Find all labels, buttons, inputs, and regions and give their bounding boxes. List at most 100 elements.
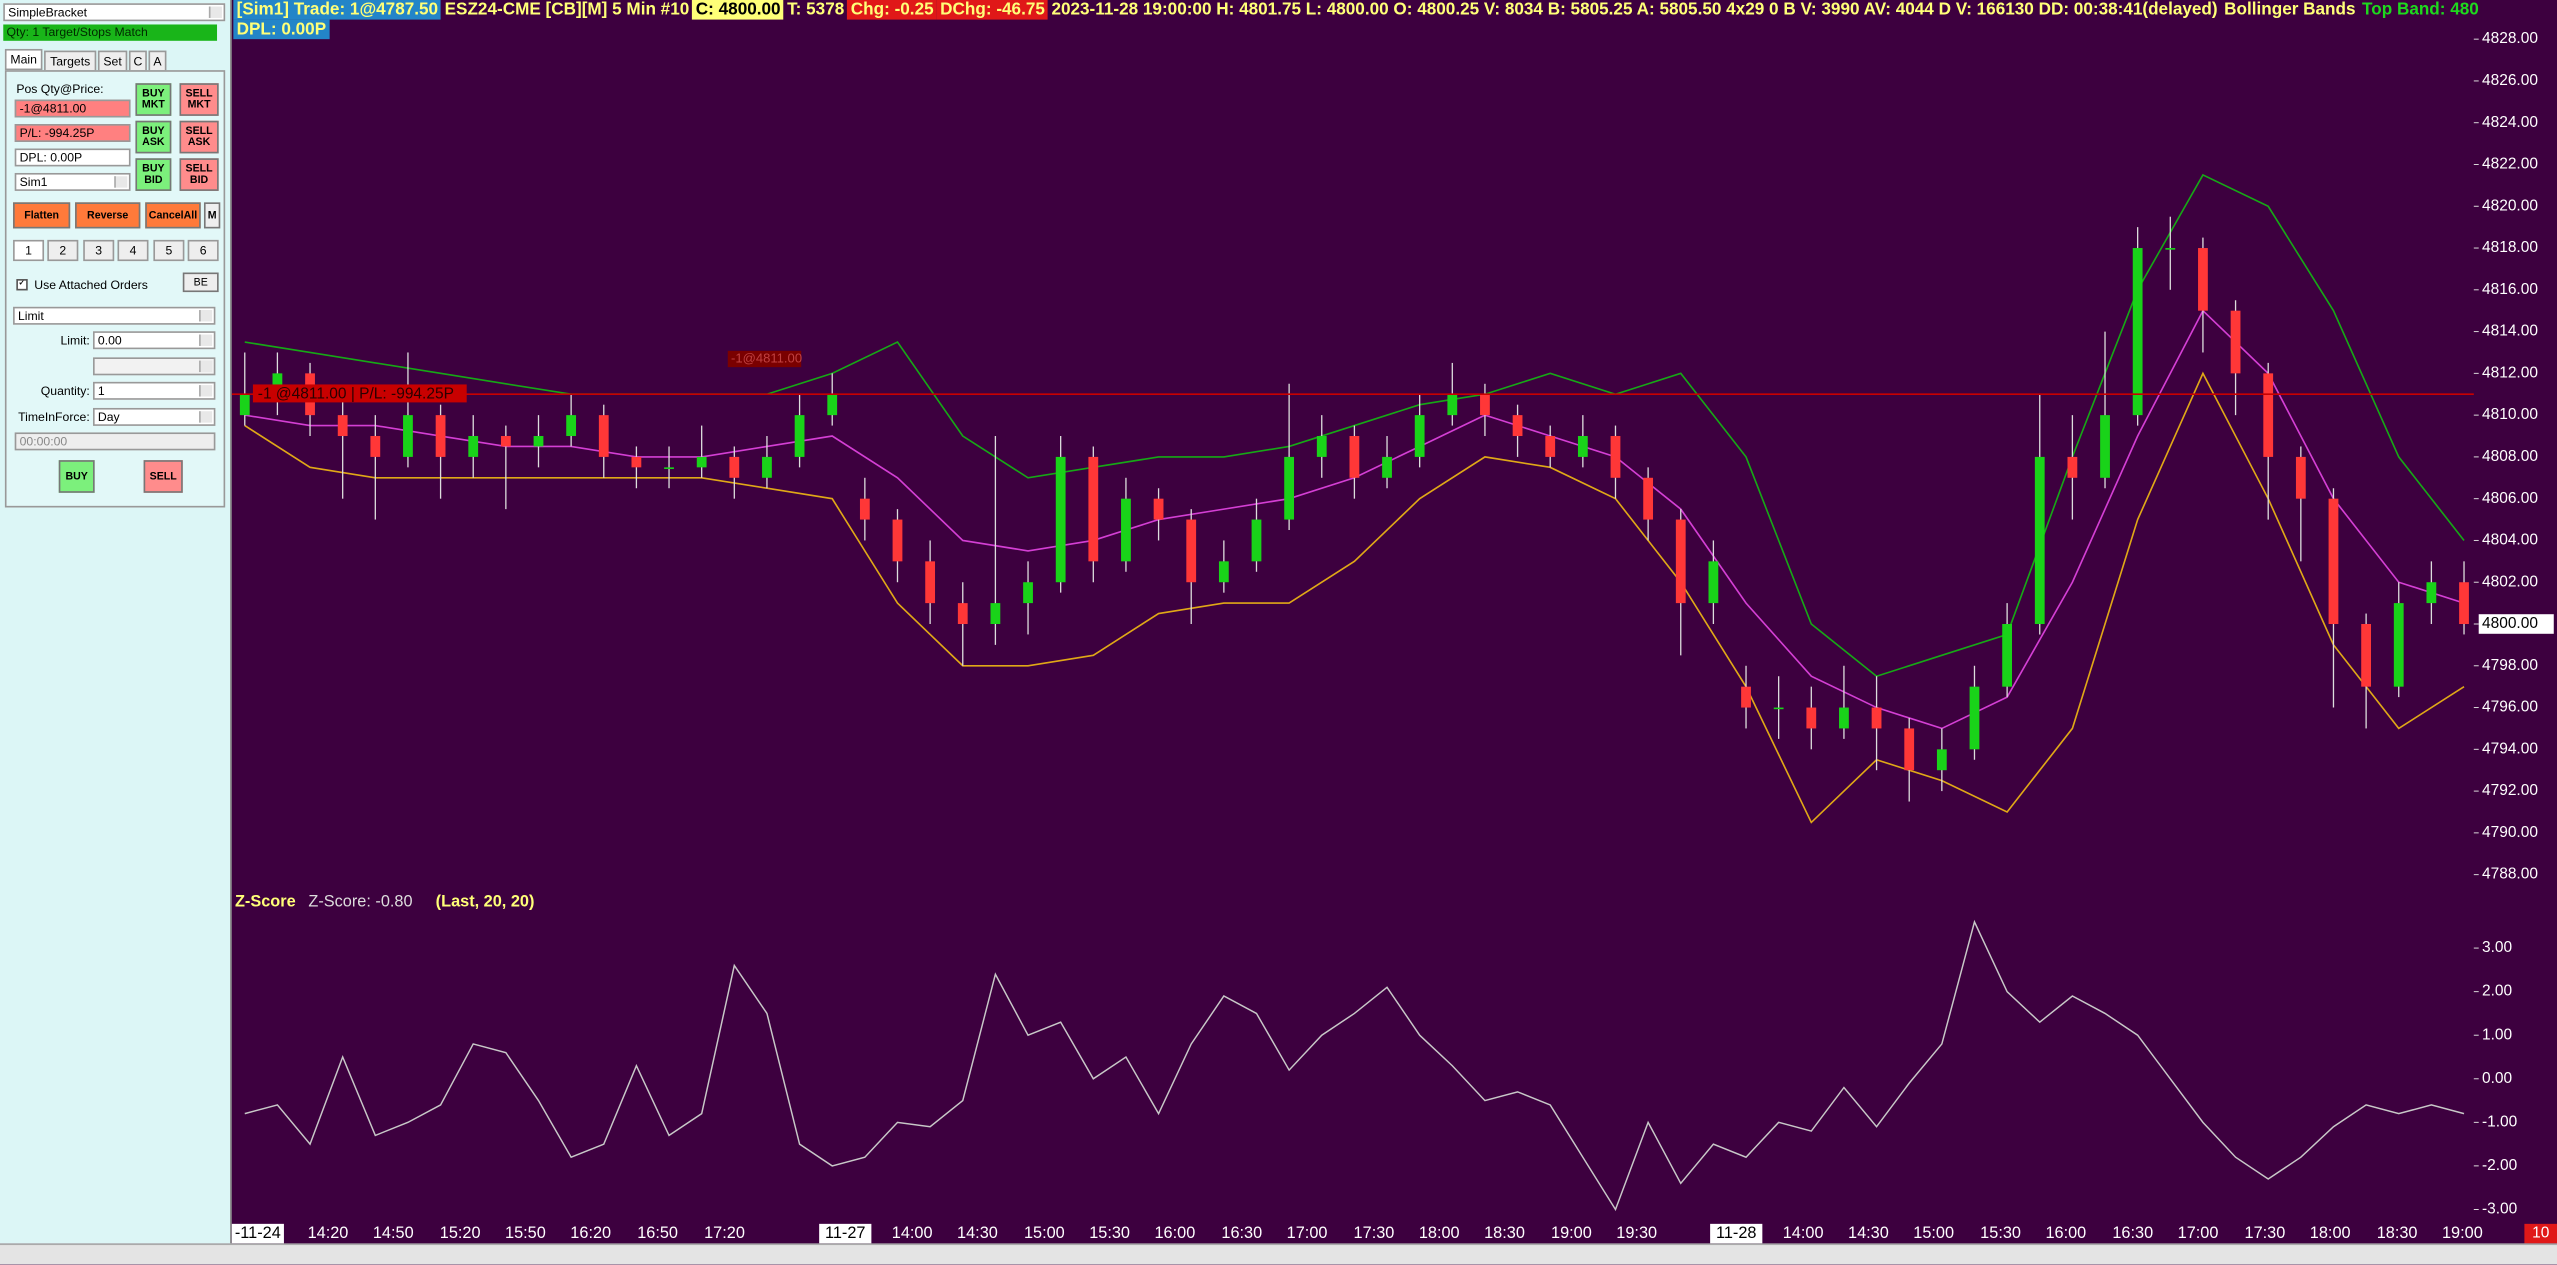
symbol: ESZ24-CME [CB][M] 5 Min #10 [444, 0, 690, 20]
time-label: 19:30 [1616, 1224, 1657, 1242]
time-label: 14:30 [1848, 1224, 1889, 1242]
m-button[interactable]: M [203, 202, 221, 229]
number-tab[interactable]: 1 [13, 239, 45, 262]
candle-body [239, 394, 250, 416]
time-label: 17:00 [1287, 1224, 1328, 1242]
candle-body [598, 415, 609, 457]
y-tick-label: 4828.00 [2482, 30, 2538, 47]
date-marker [819, 1223, 872, 1244]
bollinger-band [244, 371, 2465, 824]
y-tick-label: -3.00 [2482, 1201, 2518, 1218]
be-button[interactable]: BE [182, 272, 219, 293]
sell-button[interactable]: SELL [143, 460, 183, 493]
candle-body [1904, 728, 1915, 771]
buy-ask-button[interactable]: BUY ASK [135, 120, 172, 154]
candle-body [2361, 624, 2372, 687]
number-tab[interactable]: 4 [117, 239, 149, 262]
date-marker [1710, 1223, 1763, 1244]
time-label: 19:00 [2442, 1224, 2483, 1242]
candle-body [696, 456, 707, 468]
candle-body [2002, 624, 2013, 687]
quantity-field[interactable]: 1 [93, 381, 216, 400]
order-label-bg [252, 384, 467, 403]
tab[interactable]: Set [97, 50, 128, 72]
candle-body [2198, 248, 2208, 311]
order-tag-bg [727, 350, 802, 368]
sell-ask-button[interactable]: SELL ASK [179, 120, 219, 154]
tab[interactable]: Targets [44, 50, 97, 72]
flatten-button[interactable]: Flatten [13, 202, 71, 229]
candle-body [2295, 456, 2306, 499]
cancel-all-button[interactable]: CancelAll [145, 202, 201, 229]
last-price: 4800.00 [2482, 615, 2538, 632]
candle-body [631, 456, 642, 468]
candle-body [1186, 519, 1197, 583]
buy-bid-button[interactable]: BUY BID [135, 158, 172, 191]
sell-bid-button[interactable]: SELL BID [179, 158, 219, 191]
strategy-select[interactable]: SimpleBracket [3, 3, 226, 22]
candle-body [1121, 498, 1131, 562]
candle-body [1741, 686, 1751, 708]
time-label: 14:00 [892, 1224, 933, 1242]
y-tick-label: -2.00 [2482, 1157, 2518, 1174]
time-label: 14:00 [1783, 1224, 1824, 1242]
candle-body [1545, 436, 1556, 457]
order-panel: SimpleBracket Qty: 1 Target/Stops Match … [0, 0, 232, 1244]
background [231, 0, 2557, 1244]
time-label: 15:30 [1980, 1224, 2021, 1242]
daily-change: DChg: -46.75 [936, 0, 1049, 20]
number-tab[interactable]: 6 [187, 239, 219, 262]
candle-body [2100, 415, 2110, 478]
candle-body [2263, 373, 2274, 457]
study-title: Z-Score [235, 893, 296, 911]
buy-mkt-button[interactable]: BUY MKT [135, 83, 172, 116]
y-tick-label: 4790.00 [2482, 824, 2538, 841]
sell-mkt-button[interactable]: SELL MKT [179, 83, 219, 116]
study-name: Bollinger Bands [2224, 0, 2356, 20]
candle-body [1675, 519, 1686, 604]
time-label: 14:30 [957, 1224, 998, 1242]
candle-body [1349, 436, 1360, 478]
number-tab[interactable]: 2 [47, 239, 79, 262]
tab[interactable]: C [128, 50, 147, 72]
buy-button[interactable]: BUY [58, 460, 95, 493]
time-label: 15:20 [440, 1224, 481, 1242]
candle-body [1708, 561, 1719, 604]
time-label: 16:50 [637, 1224, 678, 1242]
candle-body [1055, 456, 1066, 583]
limit-field[interactable]: 0.00 [93, 331, 216, 350]
y-tick-label: 4820.00 [2482, 197, 2538, 214]
candle-body [566, 415, 577, 437]
number-tab[interactable]: 3 [83, 239, 115, 262]
y-tick-label: 4824.00 [2482, 114, 2538, 131]
y-tick-label: 4788.00 [2482, 866, 2538, 883]
label: Use Attached Orders [34, 277, 148, 293]
candle-body [1773, 707, 1784, 710]
candle-body [2230, 310, 2241, 374]
badge: 10 [2532, 1225, 2550, 1242]
scrollbar[interactable] [0, 1243, 2557, 1265]
time-label: 14:50 [373, 1224, 414, 1242]
candle-body [925, 561, 936, 604]
y-tick-label: 3.00 [2482, 939, 2513, 956]
candle-body [337, 415, 348, 437]
chart-header: [Sim1] Trade: 1@4787.50 ESZ24-CME [CB][M]… [233, 0, 2557, 40]
y-tick-label: 4796.00 [2482, 699, 2538, 716]
time-label: 11-28 [1716, 1224, 1756, 1242]
candle-body [2165, 248, 2176, 250]
checkbox[interactable]: ✓ [16, 279, 28, 291]
candle-body [1480, 394, 1490, 416]
account-select[interactable]: Sim1 [14, 172, 131, 191]
order-type-select[interactable]: Limit [13, 306, 216, 325]
tif-select[interactable]: Day [93, 407, 216, 426]
y-tick-label: -1.00 [2482, 1113, 2518, 1130]
tab[interactable]: Main [4, 48, 43, 71]
number-tab[interactable]: 5 [153, 239, 185, 262]
tab[interactable]: A [148, 50, 167, 72]
time-label: 17:00 [2178, 1224, 2219, 1242]
study-params: (Last, 20, 20) [436, 893, 535, 911]
pl-field: P/L: -994.25P [14, 124, 131, 142]
candle-body [664, 467, 674, 469]
reverse-button[interactable]: Reverse [75, 202, 141, 229]
